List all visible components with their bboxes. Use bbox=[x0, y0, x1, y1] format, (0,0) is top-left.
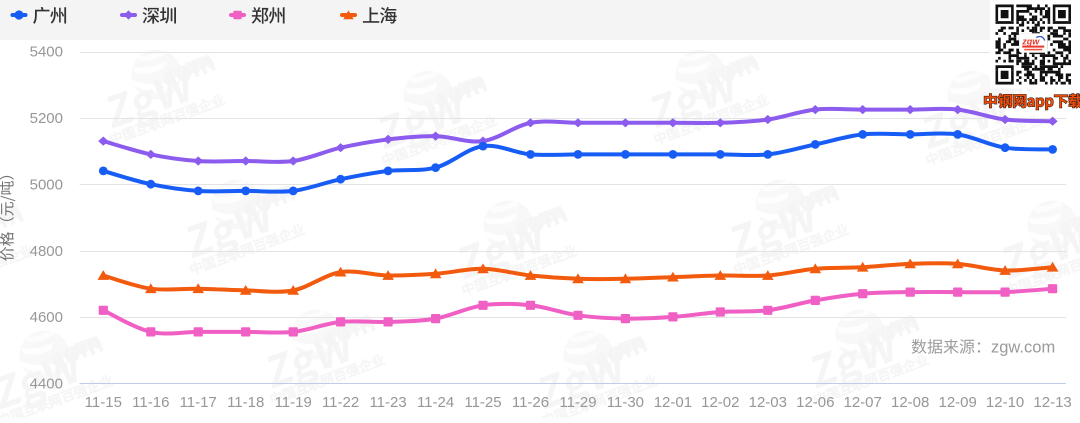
svg-text:12-02: 12-02 bbox=[701, 394, 739, 411]
svg-text:12-13: 12-13 bbox=[1033, 394, 1071, 411]
svg-text:5400: 5400 bbox=[30, 44, 63, 61]
svg-text:11-30: 11-30 bbox=[607, 394, 644, 411]
svg-text:12-06: 12-06 bbox=[796, 394, 834, 411]
svg-text:5200: 5200 bbox=[30, 110, 63, 127]
svg-text:4400: 4400 bbox=[30, 376, 63, 393]
svg-text:4800: 4800 bbox=[30, 243, 63, 260]
svg-text:11-17: 11-17 bbox=[180, 394, 217, 411]
svg-text:11-16: 11-16 bbox=[132, 394, 169, 411]
svg-text:4600: 4600 bbox=[30, 309, 63, 326]
svg-text:5000: 5000 bbox=[30, 176, 63, 193]
svg-text:11-19: 11-19 bbox=[275, 394, 312, 411]
svg-text:11-18: 11-18 bbox=[227, 394, 264, 411]
svg-text:12-01: 12-01 bbox=[654, 394, 692, 411]
svg-text:11-29: 11-29 bbox=[559, 394, 596, 411]
svg-text:12-10: 12-10 bbox=[986, 394, 1024, 411]
svg-text:11-24: 11-24 bbox=[417, 394, 454, 411]
svg-text:12-03: 12-03 bbox=[749, 394, 787, 411]
svg-text:zgw.com: zgw.com bbox=[991, 339, 1055, 357]
svg-text:zgw: zgw bbox=[1021, 37, 1040, 47]
svg-text:11-23: 11-23 bbox=[369, 394, 406, 411]
svg-text:11-25: 11-25 bbox=[464, 394, 501, 411]
svg-text:11-26: 11-26 bbox=[512, 394, 549, 411]
svg-text:12-07: 12-07 bbox=[844, 394, 882, 411]
svg-text:11-15: 11-15 bbox=[85, 394, 122, 411]
svg-text:11-22: 11-22 bbox=[322, 394, 359, 411]
svg-text:12-08: 12-08 bbox=[891, 394, 929, 411]
svg-text:12-09: 12-09 bbox=[939, 394, 977, 411]
